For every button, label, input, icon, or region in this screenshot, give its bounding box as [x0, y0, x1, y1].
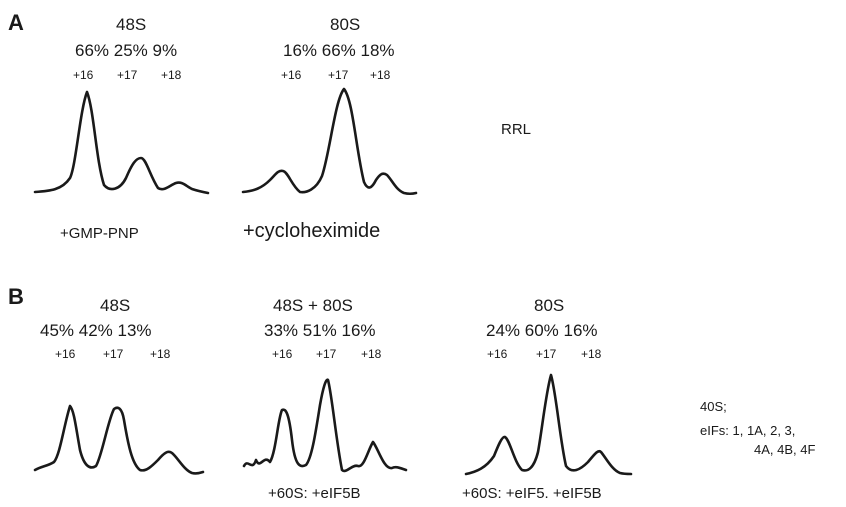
profile-a1-percents: 66% 25% 9%: [75, 41, 178, 60]
profile-b1-percents: 45% 42% 13%: [40, 321, 152, 340]
profile-b3-percents: 24% 60% 16%: [486, 321, 598, 340]
profile-a1-pos-17: +17: [117, 68, 138, 82]
profile-a2-pos-17: +17: [328, 68, 349, 82]
profile-a1-pos-16: +16: [73, 68, 94, 82]
profile-b2-condition: +60S: +eIF5B: [268, 485, 361, 502]
panel-a-side-label: RRL: [501, 121, 532, 138]
profile-a1-condition: +GMP-PNP: [60, 225, 139, 242]
trace-b1: [33, 404, 205, 475]
panel-b-side-label-line3: 4A, 4B, 4F: [754, 442, 816, 457]
profile-a2-title: 80S: [330, 15, 361, 34]
profile-a1-pos-18: +18: [161, 68, 182, 82]
profile-b2-pos-16: +16: [272, 347, 293, 361]
profile-a2-pos-16: +16: [281, 68, 302, 82]
panel-b-side-label-line1: 40S;: [700, 399, 727, 414]
trace-a1: [33, 90, 210, 195]
profile-b3-pos-18: +18: [581, 347, 602, 361]
panel-b-side-label-line2: eIFs: 1, 1A, 2, 3,: [700, 423, 796, 438]
panel-letter-b: B: [8, 284, 24, 309]
trace-a2: [241, 87, 418, 196]
profile-a2-percents: 16% 66% 18%: [283, 41, 395, 60]
profile-a2-pos-18: +18: [370, 68, 391, 82]
profile-b1-pos-17: +17: [103, 347, 124, 361]
profile-b2-percents: 33% 51% 16%: [264, 321, 376, 340]
profile-b1-pos-18: +18: [150, 347, 171, 361]
profile-a1-title: 48S: [116, 15, 147, 34]
profile-a2-condition: +cycloheximide: [243, 220, 381, 242]
profile-b2-pos-18: +18: [361, 347, 382, 361]
profile-b3-condition: +60S: +eIF5. +eIF5B: [462, 485, 602, 502]
profile-b1-title: 48S: [100, 296, 131, 315]
trace-b3: [464, 373, 633, 476]
profile-b3-title: 80S: [534, 296, 565, 315]
profile-b2-pos-17: +17: [316, 347, 337, 361]
profile-b3-pos-17: +17: [536, 347, 557, 361]
trace-b2: [242, 378, 408, 473]
profile-b1-pos-16: +16: [55, 347, 76, 361]
panel-letter-a: A: [8, 10, 24, 35]
profile-b2-title: 48S + 80S: [273, 296, 353, 315]
profile-b3-pos-16: +16: [487, 347, 508, 361]
